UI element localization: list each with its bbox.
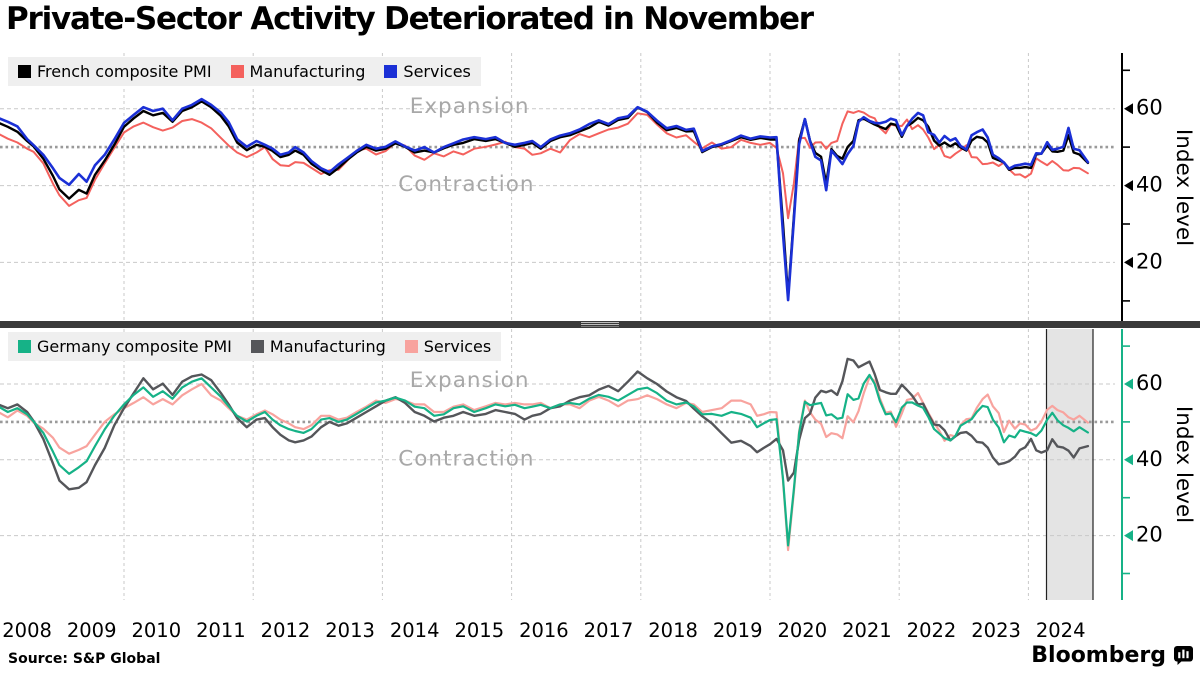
x-axis-year-label: 2015 [454,619,505,642]
germany-services-line [0,375,1090,552]
x-axis-year-label: 2019 [712,619,763,642]
legend-swatch-germany-services [404,340,418,353]
y-axis-title: Index level [1171,406,1196,523]
chart-title: Private-Sector Activity Deteriorated in … [6,1,814,37]
germany-composite-line [0,373,1090,547]
x-axis-year-label: 2020 [777,619,828,642]
legend-label: Services [423,337,492,356]
drag-handle-icon[interactable] [581,322,619,327]
svg-text:60: 60 [1136,371,1163,395]
france-panel-chart: Expansion Contraction 60 40 20 Index level [0,53,1196,322]
legend-label: Manufacturing [269,337,386,356]
legend-swatch-france-manufacturing [230,65,244,78]
x-axis-year-label: 2018 [648,619,698,642]
x-axis-year-label: 2017 [583,619,634,642]
svg-text:40: 40 [1136,173,1163,197]
x-axis-year-label: 2010 [131,619,182,642]
germany-legend: Germany composite PMI Manufacturing Serv… [8,332,502,361]
x-axis-year-label: 2008 [2,619,52,642]
x-axis-year-label: 2023 [971,619,1021,642]
y-axis: 60 40 20 Index level [1121,53,1196,322]
legend-item-france-services[interactable]: Services [384,62,471,81]
legend-swatch-france-services [384,65,398,78]
expansion-label: Expansion [410,94,530,119]
legend-label: Services [403,62,471,81]
legend-swatch-germany-composite [18,340,31,353]
x-axis-year-label: 2012 [260,619,311,642]
panel-divider[interactable] [0,321,1200,328]
france-legend: French composite PMI Manufacturing Servi… [8,57,481,86]
highlight-band [1046,329,1093,600]
legend-swatch-french-composite [18,65,31,78]
france-services-line [0,97,1090,302]
bloomberg-wordmark: Bloomberg [1031,643,1166,668]
y-axis-title: Index level [1171,129,1196,246]
legend-item-french-composite[interactable]: French composite PMI [18,62,212,81]
y-axis: 60 40 20 Index level [1121,329,1196,600]
x-axis-year-label: 2014 [389,619,440,642]
svg-text:20: 20 [1136,523,1163,547]
series-lines [0,357,1090,552]
x-axis: 2008 2009 2010 2011 2012 2013 2014 2015 2016 2017… [0,619,1200,647]
legend-label: Germany composite PMI [37,337,232,356]
gridlines [0,53,1115,322]
series-lines [0,97,1090,302]
legend-item-germany-manufacturing[interactable]: Manufacturing [250,337,386,356]
x-axis-year-label: 2024 [1035,619,1086,642]
legend-swatch-germany-manufacturing [250,340,264,353]
legend-item-germany-composite[interactable]: Germany composite PMI [18,337,232,356]
germany-panel-chart: Expansion Contraction 60 40 20 Index level [0,329,1196,600]
legend-label: French composite PMI [37,62,212,81]
x-axis-year-label: 2013 [325,619,375,642]
x-axis-year-label: 2022 [906,619,957,642]
legend-item-germany-services[interactable]: Services [404,337,492,356]
svg-text:60: 60 [1136,96,1163,120]
bloomberg-logo: Bloomberg [1031,643,1194,668]
x-axis-year-label: 2011 [196,619,246,642]
bloomberg-terminal-icon [1174,646,1193,665]
svg-text:40: 40 [1136,447,1163,471]
germany-manufacturing-line [0,357,1090,491]
contraction-label: Contraction [398,446,534,471]
svg-text:20: 20 [1136,249,1163,273]
x-axis-year-label: 2009 [66,619,117,642]
france-manufacturing-line [0,110,1089,220]
expansion-label: Expansion [410,368,530,393]
source-note: Source: S&P Global [8,651,161,667]
x-axis-year-label: 2016 [519,619,569,642]
gridlines [0,329,1115,600]
contraction-label: Contraction [398,172,534,197]
x-axis-year-label: 2021 [842,619,892,642]
legend-label: Manufacturing [249,62,366,81]
legend-item-france-manufacturing[interactable]: Manufacturing [230,62,366,81]
